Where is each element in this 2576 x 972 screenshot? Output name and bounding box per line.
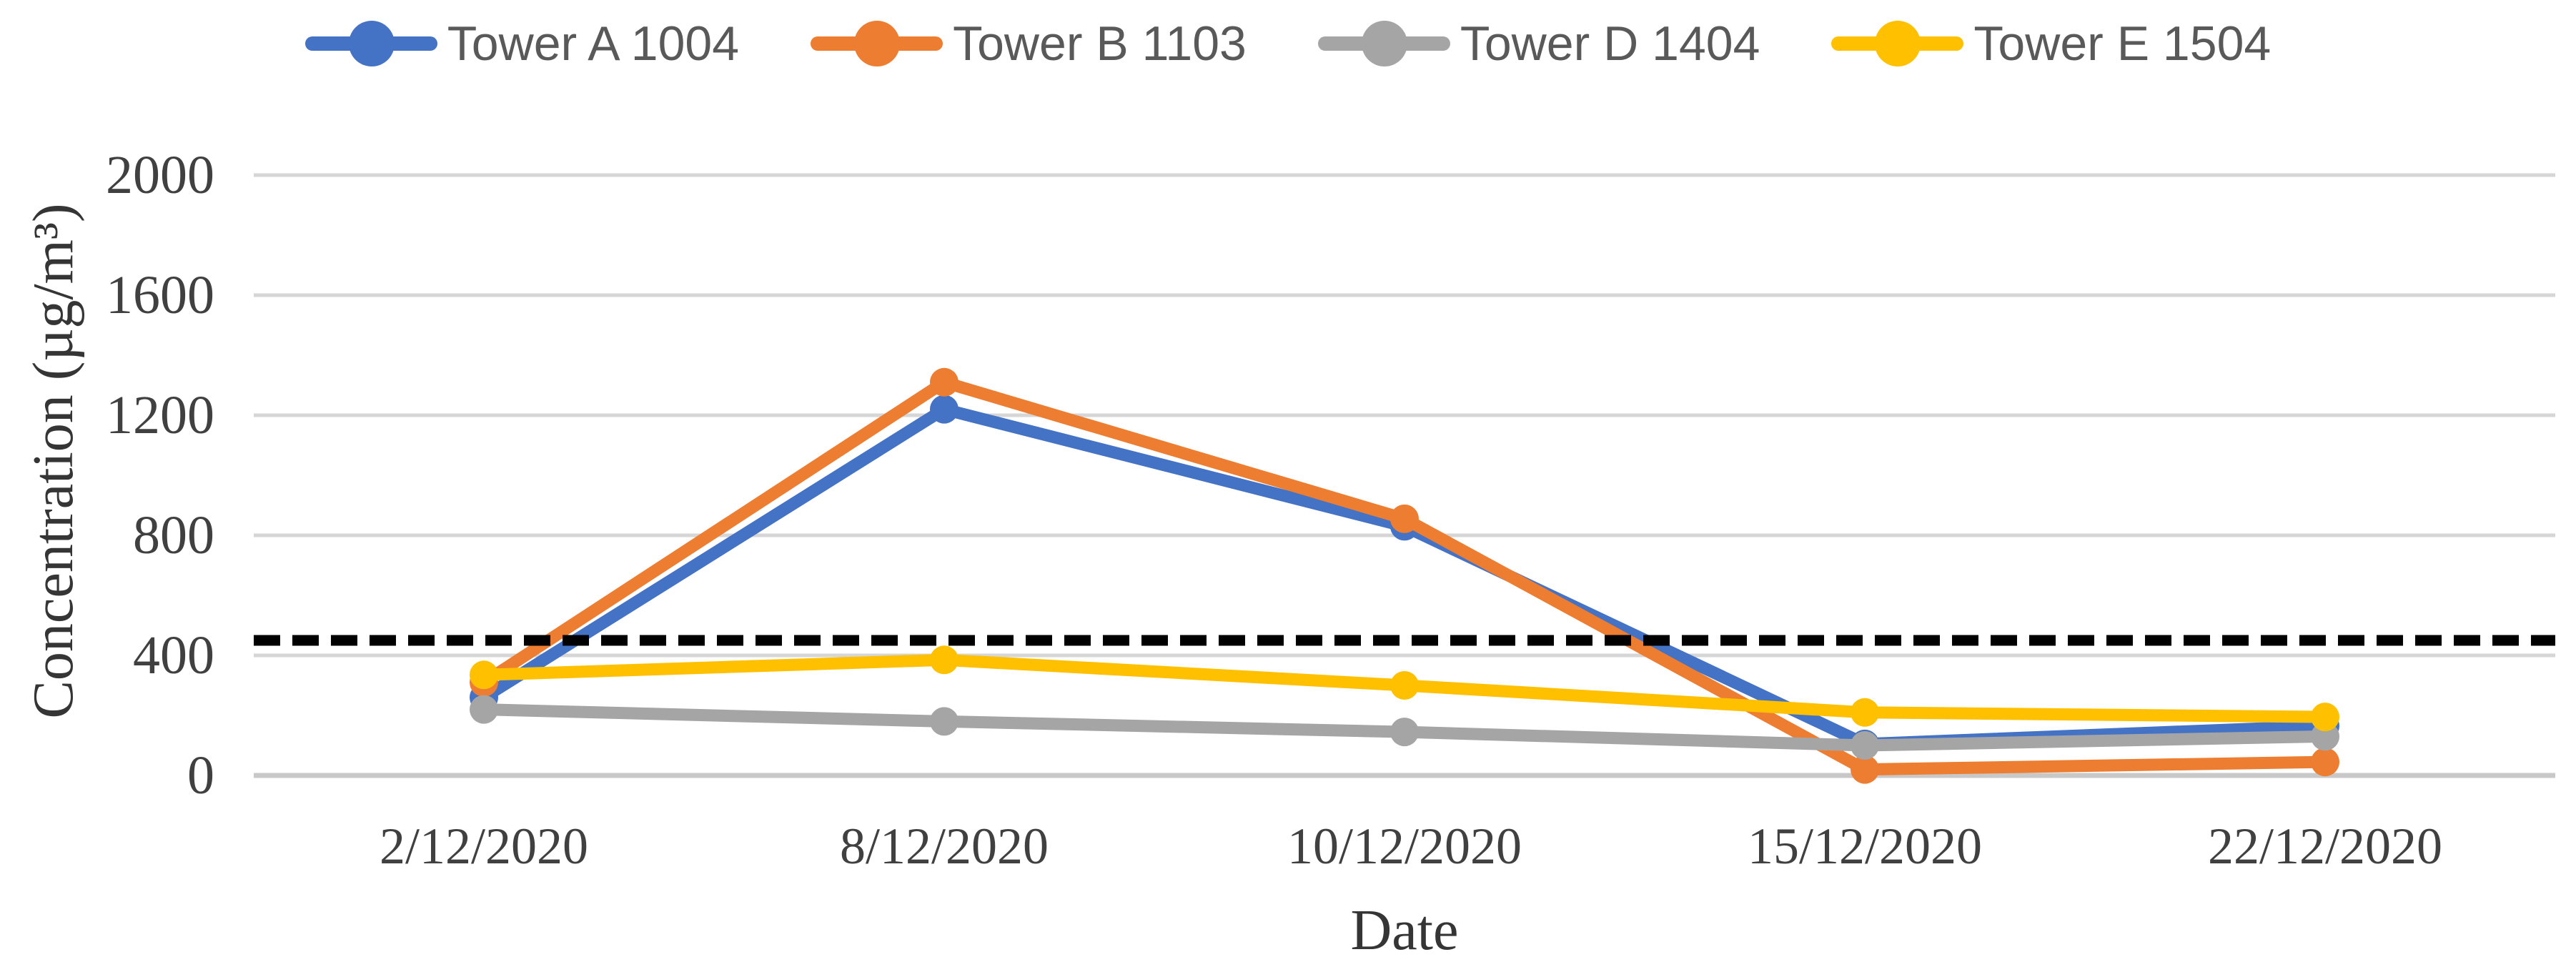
- data-point: [930, 395, 958, 424]
- y-tick-label: 1200: [106, 385, 214, 445]
- legend-label: Tower E 1504: [1973, 16, 2272, 71]
- x-tick-label: 8/12/2020: [839, 818, 1049, 875]
- line-marker-icon: [1831, 13, 1964, 74]
- data-point: [930, 367, 958, 397]
- legend-item-tower-b: Tower B 1103: [811, 13, 1247, 74]
- legend-label: Tower A 1004: [447, 16, 740, 71]
- legend-item-tower-d: Tower D 1404: [1317, 13, 1760, 74]
- data-point: [930, 645, 958, 675]
- data-point: [1851, 755, 1879, 784]
- y-axis-title: Concentration (µg/m³): [22, 203, 85, 719]
- data-point: [1390, 671, 1419, 700]
- legend-item-tower-a: Tower A 1004: [304, 13, 740, 74]
- x-tick-label: 2/12/2020: [379, 818, 589, 875]
- x-tick-label: 15/12/2020: [1747, 818, 1983, 875]
- y-tick-label: 400: [133, 625, 214, 685]
- line-marker-icon: [1317, 13, 1450, 74]
- x-tick-label: 22/12/2020: [2207, 818, 2443, 875]
- data-point: [930, 707, 958, 736]
- y-tick-label: 1600: [106, 265, 214, 325]
- y-tick-label: 2000: [106, 145, 214, 205]
- y-tick-label: 800: [133, 505, 214, 565]
- data-point: [2311, 748, 2339, 777]
- legend: Tower A 1004 Tower B 1103 Tower D 1404 T…: [0, 13, 2576, 74]
- x-axis-title: Date: [1350, 899, 1459, 962]
- data-point: [470, 660, 498, 690]
- legend-item-tower-e: Tower E 1504: [1831, 13, 2271, 74]
- y-tick-label: 0: [187, 745, 214, 805]
- x-tick-label: 10/12/2020: [1287, 818, 1522, 875]
- line-marker-icon: [811, 13, 943, 74]
- line-marker-icon: [304, 13, 437, 74]
- data-point: [1390, 718, 1419, 747]
- data-point: [1851, 731, 1879, 760]
- data-point: [1390, 504, 1419, 533]
- legend-label: Tower D 1404: [1460, 16, 1760, 71]
- data-point: [470, 695, 498, 724]
- legend-label: Tower B 1103: [953, 16, 1247, 71]
- data-point: [2311, 703, 2339, 732]
- data-point: [1851, 698, 1879, 727]
